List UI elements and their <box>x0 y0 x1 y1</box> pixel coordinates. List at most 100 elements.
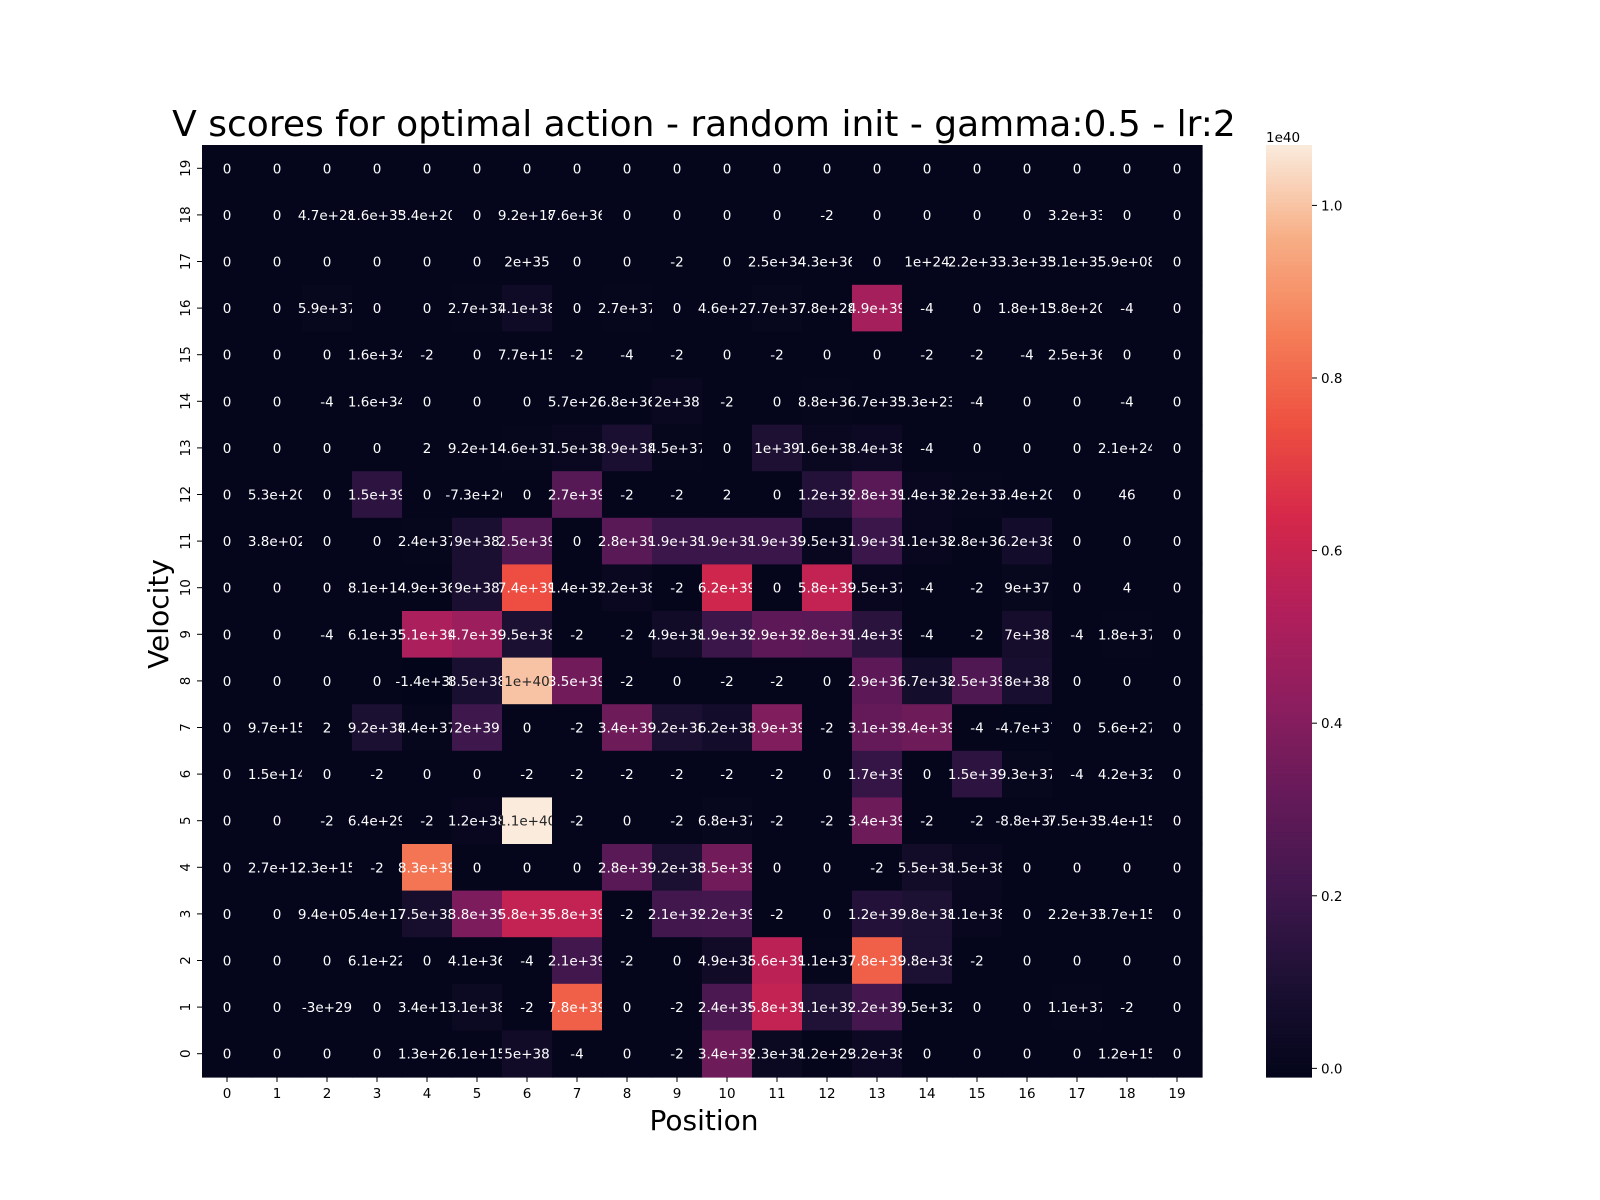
cell-label: -2 <box>370 860 383 876</box>
heatmap-cell <box>852 750 903 798</box>
colorbar-segment <box>1266 855 1312 861</box>
cell-label: 0 <box>223 488 232 504</box>
cell-label: 0 <box>373 1000 382 1016</box>
heatmap-cell <box>202 378 253 426</box>
heatmap-cell <box>202 191 253 239</box>
colorbar-segment <box>1266 350 1312 356</box>
cell-label: 0 <box>1023 954 1032 970</box>
heatmap-cell <box>252 1030 303 1078</box>
heatmap-cell <box>202 750 253 798</box>
colorbar-segment <box>1266 475 1312 480</box>
heatmap-cell <box>852 704 903 752</box>
heatmap-cell <box>552 424 603 472</box>
colorbar-segment <box>1266 451 1312 457</box>
colorbar-segment <box>1266 743 1312 748</box>
colorbar-segment <box>1266 467 1312 472</box>
cell-label: 0 <box>823 860 832 876</box>
heatmap-cell <box>552 331 603 379</box>
heatmap-cell <box>302 657 353 705</box>
colorbar-segment <box>1266 152 1312 158</box>
cell-label: 0 <box>1173 161 1182 177</box>
heatmap-cell <box>752 657 803 705</box>
y-tick-label: 10 <box>178 579 194 596</box>
cell-label: 0 <box>823 907 832 923</box>
heatmap-cell <box>852 331 903 379</box>
cell-label: 0 <box>423 301 432 317</box>
colorbar-segment <box>1266 416 1312 422</box>
colorbar-segment <box>1266 952 1312 958</box>
cell-label: 0 <box>323 488 332 504</box>
cell-label: 6.1e+35 <box>348 627 406 643</box>
heatmap-cell <box>1052 844 1103 892</box>
heatmap-cell <box>852 983 903 1031</box>
x-tick-label: 19 <box>1168 1086 1185 1102</box>
cell-label: 2.4e+39 <box>698 1000 756 1016</box>
cell-label: 1.5e+39 <box>348 488 406 504</box>
colorbar-segment <box>1266 183 1312 189</box>
colorbar-segment <box>1266 591 1312 597</box>
cell-label: 0 <box>873 208 882 224</box>
y-tick-label: 19 <box>178 160 194 177</box>
cell-label: 7.8e+39 <box>548 1000 606 1016</box>
heatmap-cell <box>602 424 653 472</box>
colorbar-segment <box>1266 447 1312 453</box>
cell-label: 0 <box>223 721 232 737</box>
cell-label: 0 <box>973 441 982 457</box>
colorbar-segment <box>1266 510 1312 515</box>
cell-label: 0 <box>1173 1047 1182 1063</box>
cell-label: -2 <box>770 767 783 783</box>
cell-label: -2 <box>670 767 683 783</box>
cell-label: 4.2e+32 <box>1098 767 1156 783</box>
colorbar-segment <box>1266 401 1312 406</box>
colorbar-segment <box>1266 552 1312 558</box>
colorbar-segment <box>1266 851 1312 857</box>
colorbar-segment <box>1266 187 1312 193</box>
x-tick-label: 16 <box>1018 1086 1035 1102</box>
cell-label: 0 <box>223 674 232 690</box>
colorbar-segment <box>1266 762 1312 767</box>
cell-label: 9e+38 <box>454 534 499 550</box>
cell-label: 0 <box>623 814 632 830</box>
heatmap-cell <box>552 704 603 752</box>
colorbar-segment <box>1266 436 1312 441</box>
cell-label: 1.2e+39 <box>798 488 856 504</box>
heatmap-cell <box>452 191 503 239</box>
cell-label: 9.2e+38 <box>648 860 706 876</box>
heatmap-cell <box>302 937 353 985</box>
colorbar-segment <box>1266 1045 1312 1051</box>
colorbar-segment <box>1266 1038 1312 1043</box>
heatmap-cell <box>1102 424 1153 472</box>
cell-label: 0 <box>973 1000 982 1016</box>
heatmap-cell <box>802 1030 853 1078</box>
cell-label: 9.5e+37 <box>798 534 856 550</box>
cell-label: 0 <box>1073 581 1082 597</box>
heatmap-cell <box>452 331 503 379</box>
cell-label: 0 <box>873 348 882 364</box>
cell-label: 0 <box>273 627 282 643</box>
cell-label: 5.7e+26 <box>548 394 606 410</box>
colorbar-segment <box>1266 214 1312 220</box>
cell-label: 2.2e+31 <box>1048 907 1106 923</box>
cell-label: -2 <box>970 348 983 364</box>
cell-label: 3.7e+15 <box>1098 907 1156 923</box>
colorbar-segment <box>1266 723 1312 729</box>
cell-label: 0 <box>773 208 782 224</box>
colorbar-segment <box>1266 230 1312 235</box>
heatmap-cell <box>952 424 1003 472</box>
cell-label: 1.9e+39 <box>848 534 906 550</box>
heatmap-cell <box>652 844 703 892</box>
heatmap-cell <box>302 378 353 426</box>
colorbar-segment <box>1266 991 1312 997</box>
heatmap-cell <box>552 611 603 659</box>
heatmap-cell <box>352 331 403 379</box>
colorbar-segment <box>1266 1073 1312 1078</box>
colorbar-segment <box>1266 910 1312 915</box>
cell-label: 0 <box>223 627 232 643</box>
cell-label: -2 <box>670 1047 683 1063</box>
colorbar-segment <box>1266 564 1312 569</box>
cell-label: 1.9e+39 <box>648 534 706 550</box>
colorbar-segment <box>1266 937 1312 942</box>
colorbar-segment <box>1266 684 1312 690</box>
cell-label: 0 <box>323 534 332 550</box>
colorbar-segment <box>1266 354 1312 360</box>
